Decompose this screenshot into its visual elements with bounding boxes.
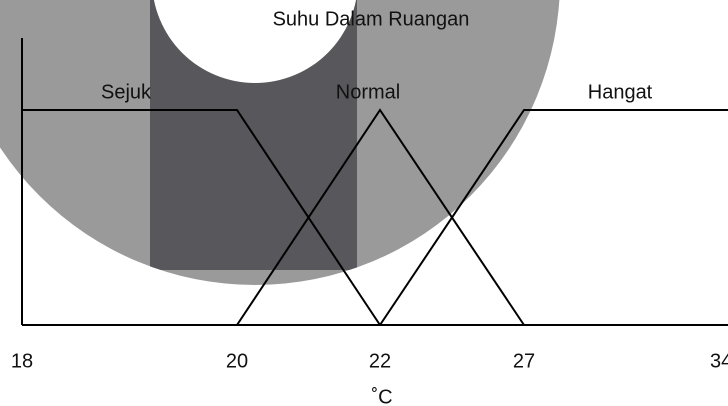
x-tick-label: 20: [226, 350, 248, 372]
normal-function: [236, 108, 525, 326]
title: Suhu Dalam Ruangan: [273, 8, 470, 30]
set-label: Normal: [336, 81, 400, 103]
hangat-function: [379, 109, 728, 326]
x-tick-label: 22: [369, 350, 391, 372]
x-unit: ˚C: [371, 386, 392, 406]
set-label: Hangat: [588, 81, 653, 103]
watermark: [0, 0, 560, 285]
x-tick-label: 34: [710, 350, 728, 372]
set-label: Sejuk: [101, 81, 152, 103]
x-tick-label: 18: [11, 350, 33, 372]
sejuk-function: [22, 109, 381, 326]
x-tick-label: 27: [513, 350, 535, 372]
